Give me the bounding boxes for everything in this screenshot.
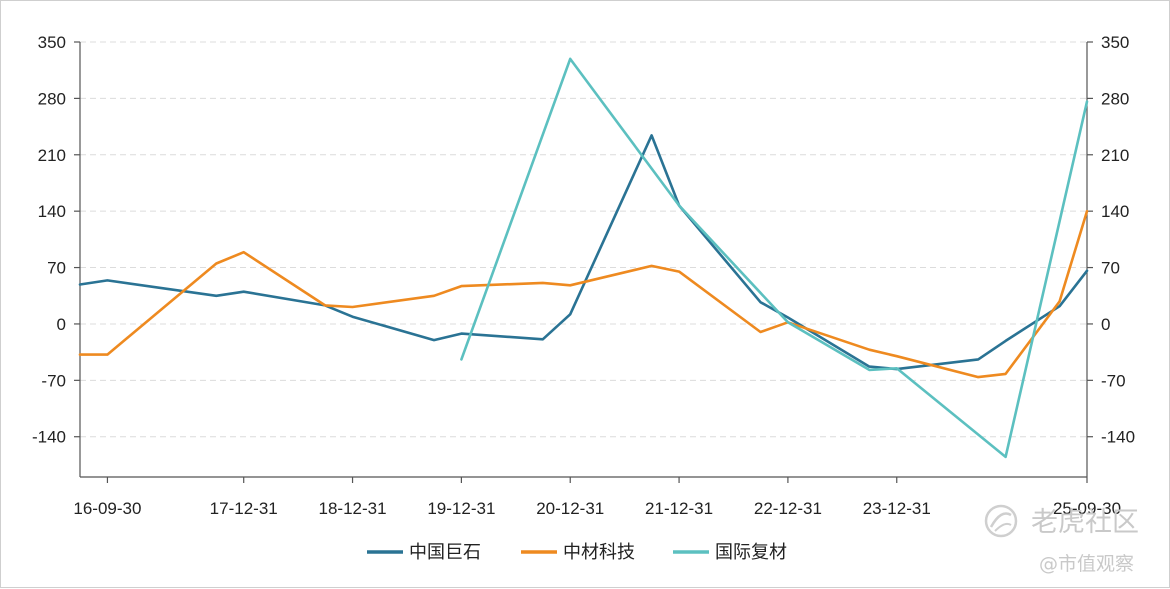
y-tick-label-right: 0 bbox=[1101, 315, 1110, 334]
y-tick-label-right: 140 bbox=[1101, 202, 1129, 221]
y-tick-label-right: 70 bbox=[1101, 259, 1120, 278]
watermark-account: @市值观察 bbox=[1039, 553, 1134, 575]
axes-layer: 350 280 210 140 70 0 -70 -140 350 280 210 140 70 0 -70… bbox=[32, 33, 1135, 518]
legend-label-3: 国际复材 bbox=[715, 542, 787, 563]
x-tick-label: 17-12-31 bbox=[210, 499, 278, 518]
y-tick-label-right: 280 bbox=[1101, 89, 1129, 108]
y-tick-label-right: -70 bbox=[1101, 371, 1126, 390]
x-tick-label: 20-12-31 bbox=[536, 499, 604, 518]
y-tick-label-right: 210 bbox=[1101, 146, 1129, 165]
y-tick-label-right: 350 bbox=[1101, 33, 1129, 52]
y-tick-label-left: 280 bbox=[38, 89, 66, 108]
x-tick-label: 21-12-31 bbox=[645, 499, 713, 518]
legend: 中国巨石 中材科技 国际复材 bbox=[367, 542, 787, 563]
series-line-1 bbox=[78, 134, 1089, 371]
x-tick-label: 23-12-31 bbox=[863, 499, 931, 518]
legend-label-1: 中国巨石 bbox=[409, 542, 481, 563]
series-line-3 bbox=[460, 57, 1089, 459]
y-tick-label-right: -140 bbox=[1101, 428, 1135, 447]
x-tick-label: 25-09-30 bbox=[1053, 499, 1121, 518]
legend-label-2: 中材科技 bbox=[563, 542, 635, 563]
y-tick-label-left: 0 bbox=[57, 315, 66, 334]
y-tick-label-left: 70 bbox=[47, 259, 66, 278]
watermark: 老虎社区 @市值观察 bbox=[984, 504, 1139, 575]
y-tick-label-left: 350 bbox=[38, 33, 66, 52]
y-tick-label-left: 210 bbox=[38, 146, 66, 165]
x-tick-label: 22-12-31 bbox=[754, 499, 822, 518]
x-tick-label: 19-12-31 bbox=[427, 499, 495, 518]
watermark-brand: 老虎社区 bbox=[1031, 507, 1139, 538]
grid-layer bbox=[80, 41, 1087, 438]
y-tick-label-left: -70 bbox=[41, 371, 66, 390]
series-line-2 bbox=[78, 209, 1089, 379]
y-tick-label-left: -140 bbox=[32, 428, 66, 447]
series-layer bbox=[78, 57, 1089, 459]
x-tick-label: 18-12-31 bbox=[319, 499, 387, 518]
x-tick-label: 16-09-30 bbox=[73, 499, 141, 518]
tiger-logo-icon bbox=[984, 504, 1018, 538]
y-tick-label-left: 140 bbox=[38, 202, 66, 221]
